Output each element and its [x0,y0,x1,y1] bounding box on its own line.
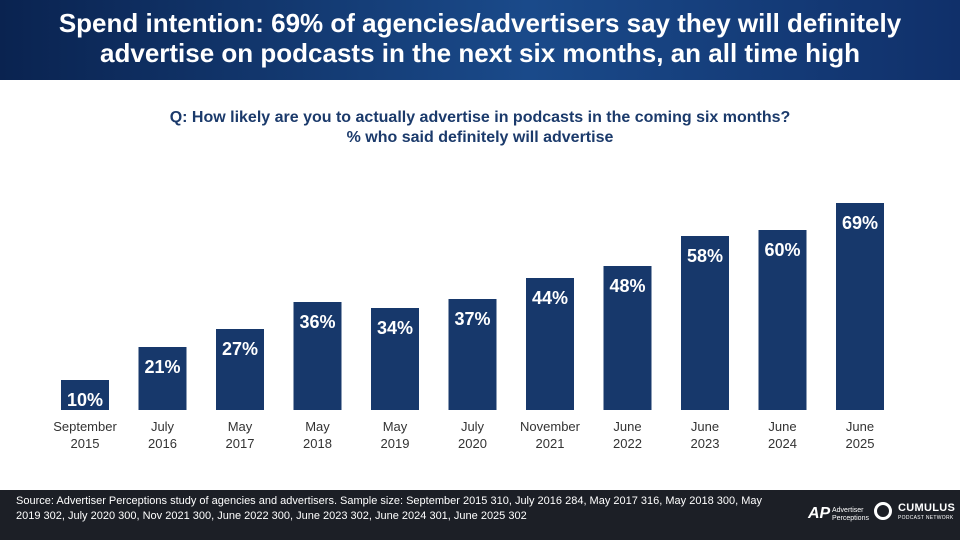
bar-value-label: 36% [299,312,335,332]
bar-value-label: 58% [687,246,723,266]
bar-value-label: 44% [532,288,568,308]
bar-chart: 10% September 2015 21% July 2016 27% May 2017 36%… [53,203,884,451]
bar-value-label: 69% [842,213,878,233]
bar-7 [603,266,652,410]
bar-3 [293,302,342,410]
bar-8 [681,236,729,410]
x-tick-label: June 2025 [846,419,875,451]
source-note: Source: Advertiser Perceptions study of … [16,495,762,522]
x-tick-label: June 2023 [691,419,720,451]
x-tick-label: May 2019 [381,419,410,451]
x-tick-label: May 2017 [226,419,255,451]
bar-value-label: 48% [609,276,645,296]
cumulus-podcast-network-logo: CUMULUS PODCAST NETWORK [874,500,958,528]
bar-value-label: 21% [144,357,180,377]
x-tick-label: July 2020 [458,419,487,451]
question-subtitle: % who said definitely will advertise [346,129,614,146]
bar-1 [138,347,187,410]
page-title: Spend intention: 69% of agencies/adverti… [58,8,902,68]
header-banner: Spend intention: 69% of agencies/adverti… [0,0,960,80]
bar-9 [758,230,807,410]
bar-value-label: 10% [67,390,103,410]
x-tick-label: September 2015 [53,419,117,451]
bar-10 [836,203,884,410]
advertiser-perceptions-logo: AP Advertiser Perceptions [808,505,869,522]
bar-4 [371,308,419,410]
chart-question: Q: How likely are you to actually advert… [0,108,960,148]
bar-5 [448,299,497,410]
bar-0 [61,380,109,410]
x-tick-label: July 2016 [148,419,177,451]
bar-value-label: 60% [764,240,800,260]
bar-2 [216,329,264,410]
x-tick-label: November 2021 [520,419,581,451]
question-text: Q: How likely are you to actually advert… [169,109,791,126]
x-tick-label: June 2022 [613,419,642,451]
bar-value-label: 34% [377,318,413,338]
footer-bar: Source: Advertiser Perceptions study of … [0,490,960,540]
bar-value-label: 37% [454,309,490,329]
bar-value-label: 27% [222,339,258,359]
bar-6 [526,278,574,410]
x-tick-label: May 2018 [303,419,332,451]
x-tick-label: June 2024 [768,419,797,451]
